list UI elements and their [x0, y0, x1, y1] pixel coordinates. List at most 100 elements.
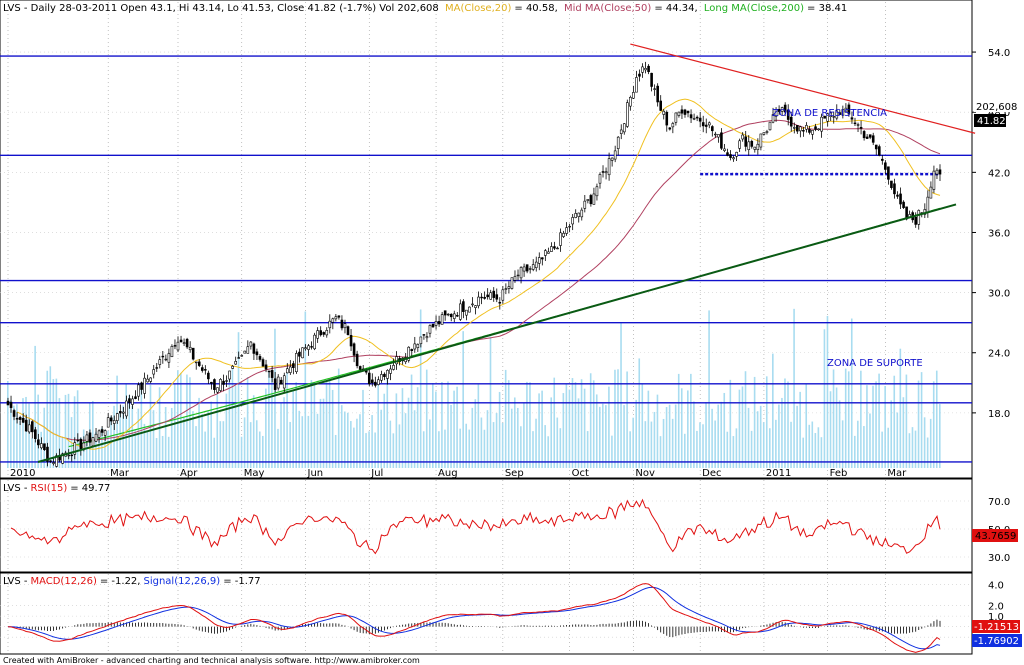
price-tick-label: 42.0: [988, 168, 1010, 179]
volume-bar: [711, 408, 713, 468]
candle-body: [252, 343, 256, 354]
volume-bar: [583, 388, 586, 468]
candle-body: [492, 290, 496, 298]
candle-body: [695, 116, 699, 119]
volume-bar: [95, 431, 97, 468]
candle-body: [638, 73, 641, 77]
volume-bar: [544, 425, 546, 468]
candle-body: [240, 355, 244, 357]
candle-body: [841, 109, 845, 116]
volume-bar: [76, 390, 79, 468]
volume-bar: [753, 376, 756, 468]
macd-tick-label: 1.0: [988, 612, 1004, 623]
volume-bar: [784, 378, 786, 468]
candle-body: [331, 318, 335, 323]
volume-bar: [553, 377, 556, 468]
candle-body: [689, 114, 693, 119]
volume-bar: [246, 377, 249, 468]
candle-body: [459, 303, 462, 320]
volume-bar: [495, 413, 498, 468]
macd-pane[interactable]: [0, 572, 973, 655]
candle-body: [34, 429, 37, 439]
candle-body: [783, 104, 787, 113]
rsi-line: [10, 498, 941, 555]
candle-body: [516, 274, 520, 277]
candle-body: [128, 398, 131, 403]
volume-bar: [304, 311, 307, 468]
candle-body: [917, 210, 921, 225]
volume-bar: [252, 395, 255, 468]
candle-body: [547, 251, 550, 254]
volume-bar: [140, 383, 143, 468]
volume-bar: [307, 415, 310, 468]
candle-body: [322, 332, 326, 335]
volume-bar: [875, 381, 877, 468]
volume-bar: [762, 422, 765, 468]
volume-bar: [362, 389, 364, 468]
candle-body: [874, 144, 878, 150]
volume-bar: [787, 381, 789, 468]
candle-body: [61, 453, 64, 464]
candle-body: [544, 250, 547, 256]
candle-body: [246, 346, 250, 354]
volume-bar: [425, 369, 428, 468]
rsi-pane[interactable]: [0, 478, 973, 573]
volume-bar: [350, 421, 352, 468]
candle-body: [88, 432, 92, 443]
candle-body: [525, 264, 529, 272]
candle-body: [328, 320, 332, 329]
volume-bar: [635, 399, 638, 468]
candle-body: [498, 301, 502, 304]
volume-bar: [125, 383, 127, 468]
volume-bar: [347, 412, 349, 468]
x-tick-label: 2010: [10, 468, 35, 479]
volume-bar: [356, 418, 358, 468]
volume-bar: [872, 385, 874, 468]
volume-bar: [380, 409, 383, 468]
volume-bar: [216, 394, 219, 468]
candle-body: [367, 372, 371, 385]
candle-body: [255, 351, 259, 356]
candle-body: [179, 339, 183, 343]
candle-body: [249, 341, 253, 347]
volume-bar: [213, 437, 216, 468]
candle-body: [419, 336, 423, 345]
candle-body: [158, 359, 162, 365]
candle-body: [899, 193, 902, 205]
volume-bar: [705, 402, 707, 468]
candle-body: [449, 313, 453, 318]
candle-body: [856, 124, 860, 126]
candle-body: [76, 439, 80, 442]
volume-bar: [611, 435, 613, 468]
volume-bar: [939, 404, 941, 468]
candle-body: [768, 121, 772, 131]
candle-body: [216, 387, 219, 393]
candle-body: [140, 382, 143, 390]
x-tick-label: Mar: [887, 468, 907, 479]
volume-bar: [67, 393, 70, 468]
volume-bar: [107, 430, 109, 468]
volume-bar: [234, 385, 237, 468]
volume-bar: [453, 390, 455, 468]
volume-bar: [31, 437, 33, 468]
volume-bar: [419, 309, 422, 468]
volume-bar: [720, 401, 723, 468]
candle-body: [698, 117, 702, 122]
price-pane[interactable]: [0, 0, 973, 479]
candle-body: [717, 134, 720, 138]
volume-bar: [559, 428, 562, 468]
volume-bar: [878, 373, 880, 468]
candle-body: [188, 346, 192, 351]
svg-text:-1.21513: -1.21513: [974, 622, 1019, 633]
candle-body: [559, 232, 562, 246]
candle-body: [477, 296, 480, 307]
candle-body: [258, 356, 262, 360]
volume-bar: [13, 405, 15, 468]
candle-body: [489, 292, 492, 300]
volume-bar: [935, 370, 938, 468]
volume-bar: [592, 380, 595, 468]
candle-body: [914, 216, 918, 225]
candle-body: [425, 336, 429, 339]
volume-bar: [632, 417, 634, 468]
